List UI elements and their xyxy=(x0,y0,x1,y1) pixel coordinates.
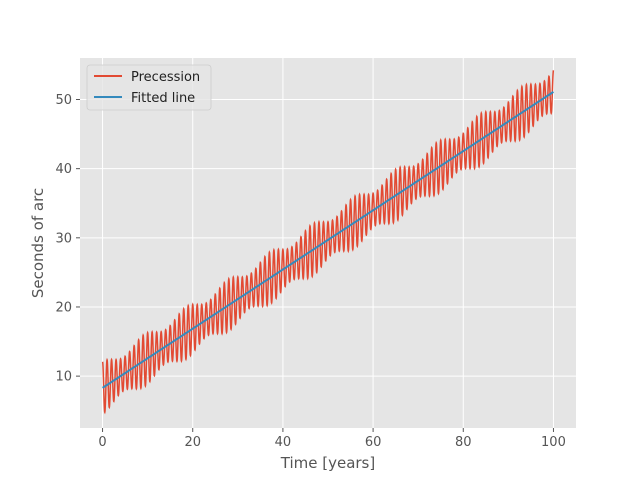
plot-area xyxy=(80,58,576,428)
x-tick-label: 0 xyxy=(98,435,106,450)
x-tick-label: 80 xyxy=(455,435,472,450)
y-axis: 10 20 30 40 50 xyxy=(55,93,80,385)
x-axis-label: Time [years] xyxy=(280,454,375,472)
grid xyxy=(80,58,576,428)
y-tick-label: 10 xyxy=(55,370,72,385)
y-axis-label: Seconds of arc xyxy=(29,188,47,298)
x-tick-label: 60 xyxy=(365,435,382,450)
legend-precession-label: Precession xyxy=(131,70,200,85)
y-tick-label: 50 xyxy=(55,93,72,108)
x-tick-label: 40 xyxy=(275,435,292,450)
series-fitted-line xyxy=(102,91,554,389)
x-tick-label: 100 xyxy=(541,435,566,450)
y-tick-label: 40 xyxy=(55,162,72,177)
x-tick-label: 20 xyxy=(184,435,201,450)
x-axis: 0 20 40 60 80 100 xyxy=(98,428,566,450)
legend: Precession Fitted line xyxy=(86,64,212,111)
series-layer xyxy=(101,70,555,415)
y-tick-label: 30 xyxy=(55,231,72,246)
legend-fitted-line-label: Fitted line xyxy=(131,91,195,106)
series-precession-line xyxy=(101,70,555,415)
y-tick-label: 20 xyxy=(55,300,72,315)
